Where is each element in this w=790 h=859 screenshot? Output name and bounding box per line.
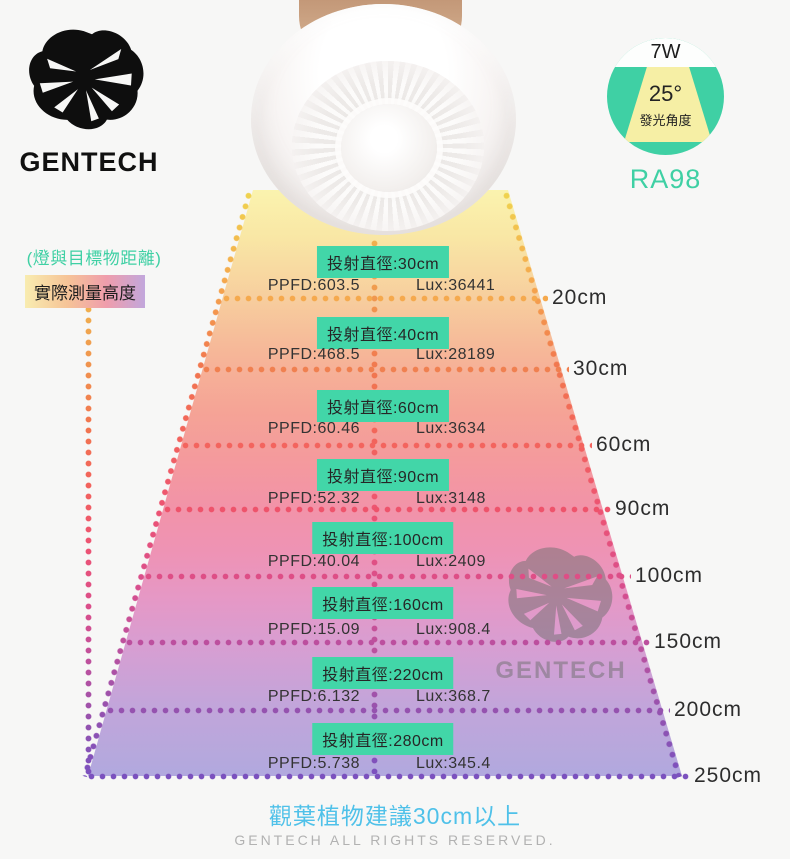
diameter-badge: 投射直徑:30cm: [316, 246, 450, 278]
brand-logo: GENTECH: [14, 24, 164, 178]
lux-value: Lux:2409: [416, 553, 486, 570]
height-measure-dotted-line: [85, 304, 92, 776]
distance-label: 250cm: [694, 763, 763, 787]
distance-label: 100cm: [635, 563, 704, 587]
lux-value: Lux:345.4: [416, 755, 491, 772]
copyright-text: GENTECH ALL RIGHTS RESERVED.: [234, 832, 556, 848]
lux-value: Lux:368.7: [416, 688, 491, 705]
watermark: GENTECH: [486, 547, 636, 685]
diameter-badge: 投射直徑:90cm: [316, 459, 450, 491]
distance-label: 90cm: [615, 496, 671, 520]
row-dotted-line: [88, 773, 690, 780]
beam-angle-label: 發光角度: [639, 113, 692, 128]
distance-label: 20cm: [552, 285, 608, 309]
recommendation-text: 觀葉植物建議30cm以上: [268, 803, 522, 829]
diameter-badge: 投射直徑:100cm: [312, 522, 454, 554]
lux-value: Lux:36441: [416, 277, 496, 294]
diameter-badge: 投射直徑:220cm: [312, 657, 454, 689]
distance-label: 150cm: [654, 629, 723, 653]
lux-value: Lux:28189: [416, 346, 496, 363]
spec-badge-cap: [607, 38, 724, 67]
wattage-value: 7W: [650, 41, 681, 63]
ppfd-value: PPFD:6.132: [267, 688, 360, 705]
measured-height-label: 實際測量高度: [25, 275, 145, 308]
ppfd-value: PPFD:5.738: [267, 755, 360, 772]
cri-value: RA98: [629, 164, 702, 194]
row-dotted-line: [107, 707, 670, 714]
row-dotted-line: [145, 573, 631, 580]
brand-logo-text: GENTECH: [19, 147, 159, 177]
distance-label: 60cm: [596, 432, 652, 456]
distance-label: 200cm: [674, 697, 743, 721]
monstera-leaf-icon: [29, 29, 144, 130]
distance-label: 30cm: [573, 356, 629, 380]
ppfd-value: PPFD:52.32: [267, 490, 360, 507]
watermark-text: GENTECH: [495, 657, 627, 684]
ppfd-value: PPFD:468.5: [267, 346, 360, 363]
row-dotted-line: [164, 506, 611, 513]
ppfd-value: PPFD:40.04: [267, 553, 360, 570]
distance-note-label: (燈與目標物距離): [26, 249, 162, 268]
row-dotted-line: [182, 442, 592, 449]
spec-badge: 7W 25° 發光角度: [607, 38, 724, 155]
row-dotted-line: [223, 295, 548, 302]
lux-value: Lux:3634: [416, 420, 486, 437]
beam-angle-value: 25°: [648, 81, 683, 106]
row-dotted-line: [203, 366, 569, 373]
lux-value: Lux:3148: [416, 490, 486, 507]
diameter-badge: 投射直徑:160cm: [312, 587, 454, 619]
monstera-leaf-icon: [508, 547, 613, 642]
ppfd-value: PPFD:603.5: [267, 277, 360, 294]
lux-value: Lux:908.4: [416, 621, 491, 638]
row-dotted-line: [126, 639, 650, 646]
ppfd-value: PPFD:15.09: [267, 621, 360, 638]
diameter-badge: 投射直徑:60cm: [316, 390, 450, 422]
ppfd-value: PPFD:60.46: [267, 420, 360, 437]
diameter-badge: 投射直徑:280cm: [312, 723, 454, 755]
diameter-badge: 投射直徑:40cm: [316, 317, 450, 349]
bulb-lens-center: [341, 104, 437, 192]
